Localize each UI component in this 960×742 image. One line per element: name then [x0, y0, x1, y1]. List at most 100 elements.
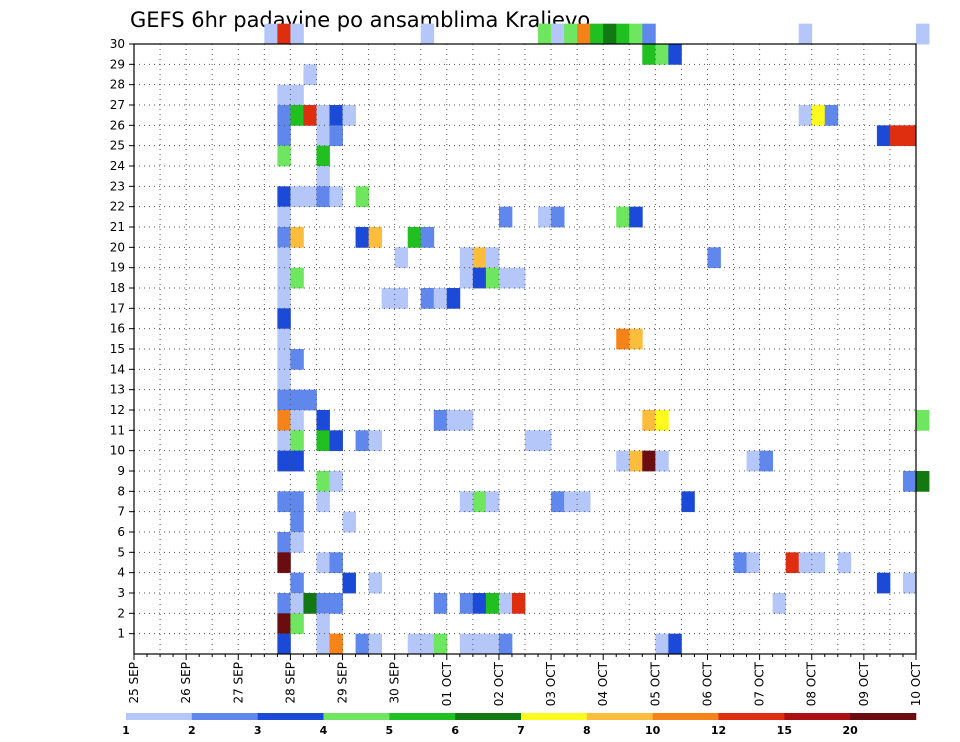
y-tick-label: 6	[117, 525, 125, 539]
heatmap-cell	[316, 613, 330, 635]
heatmap-cell	[798, 552, 813, 574]
y-tick-label: 12	[110, 403, 125, 417]
heatmap-cell	[668, 633, 682, 655]
heatmap-cell	[420, 23, 435, 45]
heatmap-cell	[459, 410, 474, 431]
heatmap-cell	[811, 552, 826, 574]
heatmap-cell	[889, 125, 904, 147]
heatmap-cell	[394, 247, 409, 269]
heatmap-cell	[277, 328, 291, 350]
heatmap-cell	[824, 105, 839, 126]
heatmap-cell	[277, 23, 291, 45]
heatmap-cell	[329, 125, 343, 147]
heatmap-cell	[759, 450, 774, 472]
x-tick-label: 08 OCT	[805, 661, 819, 706]
y-tick-label: 2	[117, 606, 125, 620]
y-tick-label: 5	[117, 545, 125, 559]
y-tick-label: 7	[117, 505, 125, 519]
legend-label: 15	[777, 724, 792, 737]
legend-label: 2	[188, 724, 196, 737]
heatmap-cell	[485, 247, 500, 269]
heatmap-cell	[277, 227, 291, 248]
heatmap-cell	[290, 105, 304, 126]
heatmap-cell	[433, 593, 448, 614]
heatmap-cell	[642, 23, 656, 45]
heatmap-cell	[290, 23, 304, 45]
heatmap-cell	[772, 593, 787, 614]
heatmap-cell	[811, 105, 826, 126]
y-tick-label: 26	[110, 118, 125, 132]
heatmap-cell	[394, 288, 409, 309]
heatmap-cell	[746, 552, 760, 574]
heatmap-cell	[876, 125, 891, 147]
heatmap-cell	[642, 44, 656, 65]
heatmap-cell	[420, 288, 435, 309]
heatmap-cell	[511, 267, 526, 289]
heatmap-cell	[603, 23, 617, 45]
heatmap-cell	[342, 511, 356, 533]
y-tick-label: 3	[117, 586, 125, 600]
heatmap-cell	[485, 267, 500, 289]
heatmap-cell	[746, 450, 760, 472]
y-tick-label: 30	[110, 37, 125, 51]
heatmap-cell	[407, 633, 422, 655]
heatmap-cell	[577, 23, 591, 45]
heatmap-cell	[355, 186, 369, 208]
x-tick-label: 09 OCT	[857, 661, 871, 706]
heatmap-cell	[459, 633, 474, 655]
y-tick-label: 10	[110, 444, 125, 458]
heatmap-cell	[916, 23, 930, 45]
y-tick-label: 15	[110, 342, 125, 356]
heatmap-cell	[290, 491, 304, 513]
heatmap-cell	[538, 23, 552, 45]
y-tick-label: 20	[110, 240, 125, 254]
heatmap-cell	[511, 593, 526, 614]
chart-grid	[134, 44, 916, 654]
heatmap-cell	[642, 410, 656, 431]
x-tick-label: 28 SEP	[283, 662, 297, 704]
heatmap-cell	[290, 389, 304, 411]
heatmap-cell	[290, 227, 304, 248]
heatmap-cell	[316, 491, 330, 513]
heatmap-cell	[876, 572, 891, 594]
heatmap-cell	[290, 450, 304, 472]
heatmap-cell	[368, 633, 383, 655]
heatmap-cell	[538, 430, 552, 452]
x-tick-label: 07 OCT	[753, 661, 767, 706]
heatmap-cell	[277, 389, 291, 411]
heatmap-cell	[538, 206, 552, 228]
heatmap-cell	[329, 633, 343, 655]
heatmap-cell	[290, 430, 304, 452]
x-tick-label: 27 SEP	[231, 662, 245, 704]
x-tick-label: 30 SEP	[388, 662, 402, 704]
heatmap-cell	[472, 593, 487, 614]
heatmap-cell	[316, 125, 330, 147]
x-tick-label: 05 OCT	[648, 661, 662, 706]
y-tick-label: 17	[110, 301, 125, 315]
heatmap-cell	[498, 593, 513, 614]
heatmap-cell	[551, 491, 565, 513]
heatmap-cell	[459, 247, 474, 269]
legend-swatch	[257, 713, 324, 720]
heatmap-cell	[290, 349, 304, 370]
chart-title: GEFS 6hr padavine po ansamblima Kraljevo	[130, 8, 590, 32]
x-tick-label: 29 SEP	[336, 662, 350, 704]
y-tick-label: 19	[110, 261, 125, 275]
y-tick-label: 29	[110, 57, 125, 71]
y-tick-label: 11	[110, 423, 125, 437]
heatmap-cell	[459, 593, 474, 614]
heatmap-cell	[616, 328, 630, 350]
heatmap-cell	[277, 491, 291, 513]
heatmap-cell	[472, 247, 487, 269]
heatmap-cell	[485, 593, 500, 614]
heatmap-cell	[277, 349, 291, 370]
heatmap-cell	[316, 166, 330, 187]
heatmap-cell	[277, 532, 291, 553]
heatmap-cell	[498, 267, 513, 289]
heatmap-cell	[277, 410, 291, 431]
y-tick-label: 1	[117, 627, 125, 641]
heatmap-cell	[655, 450, 669, 472]
heatmap-cell	[733, 552, 747, 574]
heatmap-cell	[290, 572, 304, 594]
heatmap-cell	[316, 410, 330, 431]
